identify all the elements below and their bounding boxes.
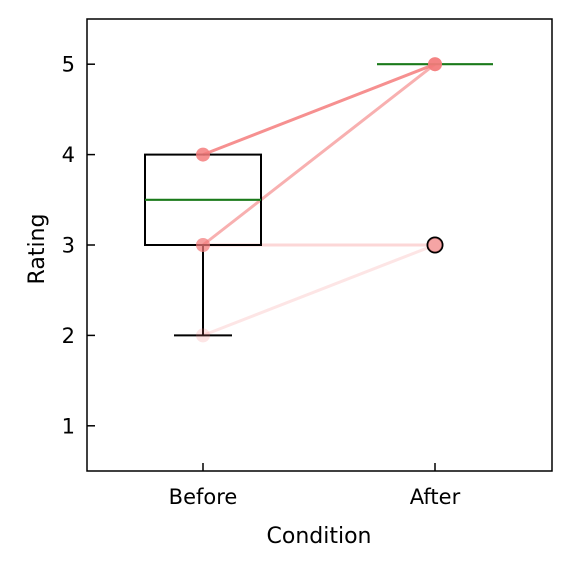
x-tick-label: Before (169, 485, 238, 509)
y-tick-label: 4 (62, 143, 75, 167)
pair-line-2 (202, 63, 436, 247)
y-axis-label: Rating (25, 214, 50, 285)
x-axis-label: Condition (267, 524, 372, 549)
outlier-point (426, 236, 444, 254)
point-before-3 (196, 238, 210, 252)
paired-points (196, 57, 442, 343)
boxplots (144, 63, 493, 337)
point-after-4 (428, 238, 442, 252)
y-tick-label: 2 (62, 324, 75, 348)
point-after-2 (428, 57, 442, 72)
pair-line-1 (202, 62, 436, 156)
x-tick-label: After (410, 485, 461, 509)
y-tick-label: 3 (62, 234, 75, 258)
point-before-4 (196, 328, 210, 343)
boxplot-after (377, 63, 493, 254)
y-tick-label: 5 (62, 53, 75, 77)
point-before-2 (196, 238, 210, 252)
point-after-3 (428, 238, 442, 252)
point-before-1 (196, 147, 210, 162)
y-tick-label: 1 (62, 414, 75, 438)
x-axis-ticks: Before After (169, 463, 461, 509)
y-axis-ticks: 1 2 3 4 5 (62, 53, 95, 438)
pair-line-4 (202, 243, 436, 337)
